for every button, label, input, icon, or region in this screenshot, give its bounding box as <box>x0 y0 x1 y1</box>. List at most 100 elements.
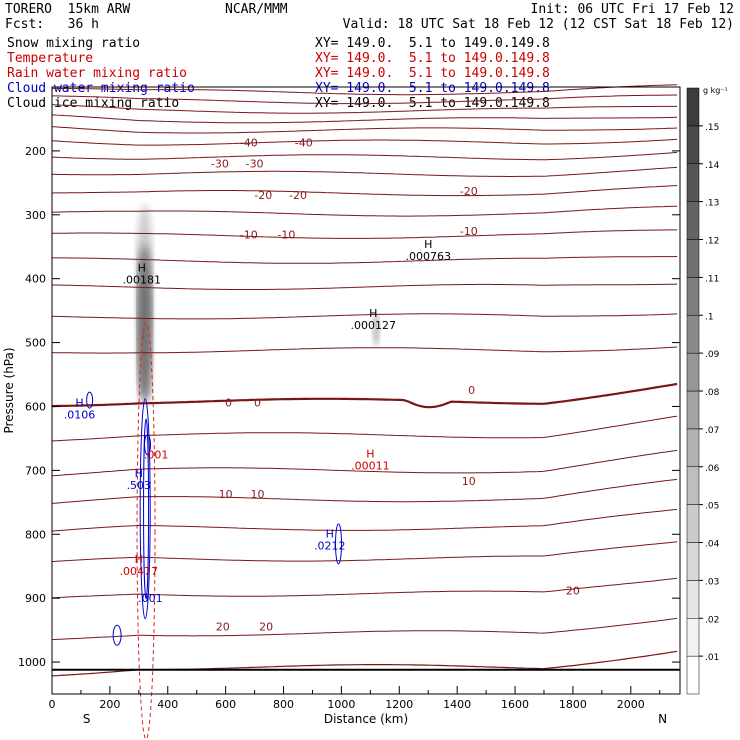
temp-contour-label: 20 <box>259 620 273 633</box>
y-tick-label: 300 <box>25 209 46 222</box>
cloud-water-contour-upper <box>144 434 152 456</box>
extremum-value: .00011 <box>351 460 390 473</box>
x-tick-label: 1200 <box>385 698 413 711</box>
extremum-marker: H <box>369 307 377 320</box>
temp-line <box>51 313 678 320</box>
colorbar-swatch <box>686 201 700 240</box>
temp-line <box>51 382 678 409</box>
temp-contour-label: 0 <box>254 397 261 410</box>
colorbar-tick-label: .1 <box>705 312 714 322</box>
plot-frame <box>51 86 681 695</box>
colorbar-swatch <box>686 163 700 202</box>
temp-line <box>51 104 678 114</box>
contour-labels: -40 -40 -30 -30 -20 -20 -20 -10 -10 -10 0 0 0 10 10 10 2… <box>64 137 580 634</box>
y-axis-title: Pressure (hPa) <box>2 347 16 433</box>
field-xy-snow: XY= 149.0. 5.1 to 149.0.149.8 <box>315 36 550 51</box>
center-title: NCAR/MMM <box>225 2 288 17</box>
field-name-cloud-ice: Cloud ice mixing ratio <box>7 96 180 111</box>
colorbar-tick-label: .13 <box>705 199 719 209</box>
x-tick-label: 1000 <box>327 698 355 711</box>
field-xy-rain: XY= 149.0. 5.1 to 149.0.149.8 <box>315 66 550 81</box>
snow-halo <box>135 204 154 405</box>
cloud-water-contour-inner <box>143 418 150 600</box>
colorbar-swatch <box>686 87 700 127</box>
temp-line <box>52 229 678 239</box>
colorbar-swatch <box>686 277 700 316</box>
temp-line <box>52 256 678 264</box>
x-tick-label: 1800 <box>559 698 587 711</box>
temp-contour-label: 10 <box>250 488 264 501</box>
field-name-temperature: Temperature <box>7 51 94 66</box>
temp-line <box>51 617 678 641</box>
colorbar-swatch <box>686 504 700 543</box>
temp-line <box>52 283 678 290</box>
colorbar-swatch <box>686 466 700 505</box>
temp-line <box>51 415 678 442</box>
colorbar-tick-label: .09 <box>705 350 720 360</box>
colorbar-tick-label: .06 <box>705 464 720 474</box>
field-xy-temperature: XY= 149.0. 5.1 to 149.0.149.8 <box>315 51 550 66</box>
colorbar-tick-label: .14 <box>705 161 720 171</box>
temp-line <box>51 541 678 563</box>
field-name-rain: Rain water mixing ratio <box>7 66 188 81</box>
forecast-hour: Fcst: 36 h <box>5 17 99 32</box>
temperature-contours <box>51 84 680 677</box>
extremum-marker: H <box>135 553 143 566</box>
temp-line <box>51 346 678 354</box>
temp-contour-label: 0 <box>225 397 232 410</box>
temp-line <box>51 577 678 599</box>
colorbar-swatch <box>686 542 700 581</box>
colorbar-swatch <box>686 390 700 430</box>
temp-contour-label: -10 <box>240 229 258 242</box>
temp-line <box>52 94 678 105</box>
temp-contour-label: -10 <box>277 229 295 242</box>
snow-minor <box>372 313 381 346</box>
temp-contour-label: -20 <box>254 189 272 202</box>
temp-contour-label: -20 <box>289 189 307 202</box>
extremum-value: .0212 <box>314 539 346 552</box>
temp-line <box>51 166 678 177</box>
x-tick-label: 1600 <box>501 698 529 711</box>
x-tick-label: 1400 <box>443 698 471 711</box>
field-name-snow: Snow mixing ratio <box>7 36 141 51</box>
temp-line <box>51 508 678 532</box>
y-tick-label: 800 <box>25 528 46 541</box>
extremum-value: .0106 <box>64 408 96 421</box>
temp-line <box>52 84 678 96</box>
y-tick-label: 700 <box>25 464 46 477</box>
temp-contour-label: 20 <box>566 584 580 597</box>
colorbar: .01 .02 .03 .04 .05 .06 .07 .08 .09 .1 .11 .12 .13 .1… <box>686 86 728 695</box>
temp-line <box>51 478 678 504</box>
extremum-value: .503 <box>127 479 152 492</box>
temp-contour-label: -30 <box>246 158 264 171</box>
north-label: N <box>658 712 667 726</box>
temp-line <box>51 151 678 161</box>
field-xy-cloud-ice: XY= 149.0. 5.1 to 149.0.149.8 <box>315 96 550 111</box>
colorbar-tick-label: .11 <box>705 274 719 284</box>
temp-contour-label: -20 <box>460 185 478 198</box>
colorbar-swatch <box>686 315 700 354</box>
temp-contour-label: 10 <box>462 475 476 488</box>
temp-contour-label: 0 <box>468 384 475 397</box>
temp-contour-label: -40 <box>240 137 258 150</box>
colorbar-tick-label: .04 <box>705 540 720 550</box>
temp-contour-label: -30 <box>211 158 229 171</box>
temp-line <box>51 114 678 124</box>
y-tick-label: 400 <box>25 273 46 286</box>
colorbar-swatch <box>686 580 700 619</box>
colorbar-tick-label: .05 <box>705 502 719 512</box>
extremum-value: .000763 <box>405 250 451 263</box>
temp-line <box>51 449 678 477</box>
extremum-marker: H <box>135 467 143 480</box>
temp-line <box>51 138 678 146</box>
contour-value-label: .001 <box>138 592 163 605</box>
colorbar-tick-label: .02 <box>705 615 719 625</box>
contour-value-label: .001 <box>144 448 169 461</box>
colorbar-swatch <box>686 239 700 278</box>
plot-border <box>51 86 681 695</box>
south-label: S <box>83 712 91 726</box>
x-tick-label: 600 <box>215 698 236 711</box>
x-tick-label: 0 <box>49 698 56 711</box>
temp-line <box>51 185 678 197</box>
